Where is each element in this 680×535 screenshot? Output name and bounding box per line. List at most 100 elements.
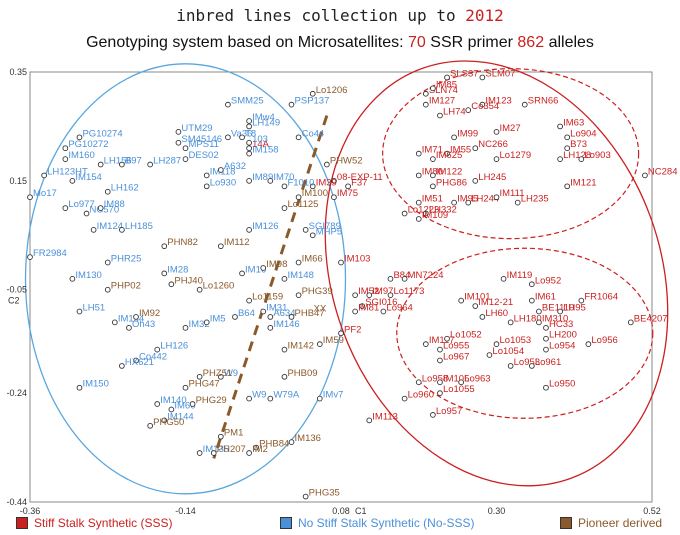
nosss-point [41,172,47,179]
nosss-point [154,346,161,353]
nosss-point-label: LH185 [125,221,153,232]
pioneer-point-label: Lo1159 [252,292,283,303]
cluster-outlines [24,60,669,495]
pioneer-point-label: PHB47 [295,308,325,319]
sss-point-label: Lo960 [408,390,434,401]
nosss-point [133,357,139,364]
nosss-point [119,363,125,369]
pioneer-point [295,194,302,201]
sss-point-label: SLM07 [485,68,515,79]
nosss-point [309,232,316,239]
sss-point-label: LH235 [521,194,549,205]
nosss-point [126,324,132,331]
nosss-point [260,308,267,315]
sss-point-label: Lo956 [591,335,617,346]
pioneer-point-label: IM136 [295,433,321,444]
sss-point [543,324,549,331]
nosss-point [83,210,90,217]
sss-point [437,346,443,353]
nosss-point [246,178,252,184]
sss-point-label: IM625 [436,150,462,161]
sss-point [415,150,422,157]
pioneer-point-label: IM92 [139,308,160,319]
sss-point [557,308,563,315]
sss-point-label: Lo903 [584,150,610,161]
sss-point [500,275,507,282]
pioneer-point [168,281,175,288]
y-tick-label: -0.24 [6,388,27,398]
sss-point [479,74,486,81]
nosss-point-label: UTM29 [181,123,212,134]
subtitle-text1: Genotyping system based on Microsatellit… [86,34,404,51]
sss-point-label: Lo953 [514,357,540,368]
pioneer-point [246,450,252,456]
sss-point-label: IM127 [429,96,455,107]
sss-point [246,145,252,152]
nosss-point-label: MHP5 [316,226,342,237]
pioneer-point-label: PHN82 [167,237,198,248]
nosss-point [27,254,33,260]
nosss-point-label: IM148 [287,270,313,281]
nosss-point [267,314,274,320]
sss-point [564,183,571,190]
nosss-point-label: IM130 [75,270,101,281]
sss-point [514,199,521,206]
nosss-point [239,270,245,277]
sss-point [430,85,436,92]
nosss-point-label: IM31 [266,302,287,313]
sss-point [578,156,585,162]
nosss-point-label: DES02 [189,150,219,161]
sss-point [387,275,394,282]
pioneer-point-label: IM59 [323,335,344,346]
nosss-point [27,194,33,201]
sss-point [430,412,436,418]
pioneer-point [104,286,111,293]
sss-point-label: IM81 [358,302,379,313]
sss-point [380,308,387,315]
pioneer-point [246,297,252,304]
nosss-point-label: IM150 [82,379,108,390]
sss-point [521,101,528,108]
pioneer-point-label: PHZ51 [203,368,233,379]
sss-point-label: Lo955 [443,341,469,352]
pioneer-point [196,373,203,380]
nosss-point-label: SM45146 [181,134,222,145]
nosss-point-label: T8 [245,128,256,139]
pioneer-point [133,314,139,320]
nosss-point-label: LH123HT [47,166,88,177]
nosss-point [246,118,252,124]
legend-nosss: No Stiff Stalk Synthetic (No-SSS) [280,516,475,530]
nosss-point-label: IM60 [174,400,195,411]
sss-point-label: HC33 [549,319,573,330]
nosss-point [69,178,76,184]
nosss-point [302,226,309,233]
nosss-point-label: LH149 [252,117,280,128]
sss-point-label: Lo1053 [500,335,532,346]
nosss-point-label: IM28 [167,264,188,275]
sss-point-label: IM123 [485,96,511,107]
nosss-point [203,183,210,190]
nosss-point [182,324,189,331]
nosss-point-label: HX621 [125,357,154,368]
nosss-point [267,178,274,184]
sss-point-label: Lo961 [535,357,561,368]
nosss-point [62,205,69,211]
sss-point-label: Co354 [471,101,499,112]
pioneer-point [295,292,302,299]
nosss-point-label: NC570 [90,205,120,216]
sss-point-label: IM113 [372,411,398,422]
axes: -0.36 -0.14 0.08 0.30 0.52 0.35 0.15 -0.05 -0.24… [6,67,660,516]
pioneer-point-label: PH207 [217,444,246,455]
sss-point-label: IM101 [464,292,490,303]
sss-point-label: IM63 [563,117,584,128]
nosss-point-label: IM146 [273,319,299,330]
sss-point [564,145,571,152]
pioneer-point-label: PHJ40 [174,275,203,286]
sss-point-label: Lo1055 [443,384,475,395]
nosss-point [217,167,224,173]
pioneer-point-label: PHB84 [259,439,289,450]
nosss-point-label: IM126 [252,221,278,232]
sss-point-label: IM61 [535,292,556,303]
pioneer-point [217,243,224,250]
